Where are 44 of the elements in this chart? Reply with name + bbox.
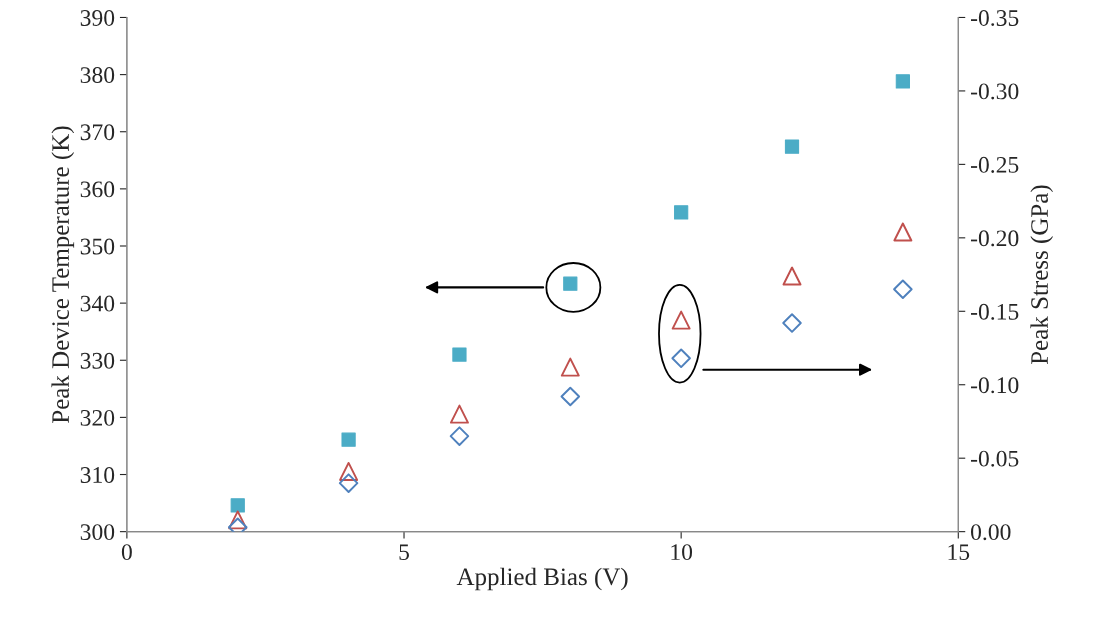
x-tick-label: 0: [121, 544, 132, 561]
point: [560, 386, 581, 407]
point: [784, 139, 800, 154]
x-axis-title: Applied Bias (V): [456, 567, 628, 591]
y2-tick-label: -0.10: [970, 377, 1019, 394]
x-tick-label: 10: [671, 544, 693, 561]
y2-tick-label: -0.30: [970, 83, 1019, 100]
y-tick-label: 300: [80, 524, 115, 541]
point: [895, 74, 910, 89]
y-tick-label: 370: [80, 124, 115, 141]
point: [560, 357, 580, 377]
x-tick-label: 15: [948, 544, 970, 561]
point: [228, 510, 248, 530]
y-tick-label: 350: [80, 238, 115, 255]
y2-tick-label: 0.00: [971, 524, 1011, 541]
point: [674, 205, 689, 220]
point: [449, 426, 470, 446]
y-tick-label: 340: [80, 295, 115, 312]
y-tick-label: 380: [80, 67, 115, 84]
y2-tick-label: -0.05: [970, 450, 1019, 467]
y-tick-label: 330: [80, 352, 115, 369]
x-tick-label: 5: [399, 544, 409, 561]
y-axis-title: Peak Device Temperature (K): [51, 126, 75, 424]
y-tick-label: 360: [80, 181, 115, 198]
y2-tick-label: -0.35: [970, 9, 1019, 26]
y-tick-label: 310: [80, 467, 115, 483]
y-tick-label: 320: [80, 409, 115, 426]
point: [893, 279, 913, 299]
y2-axis-title: Peak Stress (GPa): [1030, 185, 1054, 365]
y-tick-label: 390: [80, 9, 115, 26]
point: [893, 222, 913, 242]
point: [341, 432, 356, 447]
y2-tick-label: -0.20: [970, 230, 1019, 247]
point: [782, 266, 802, 286]
y2-tick-label: -0.15: [970, 303, 1019, 320]
point: [230, 498, 245, 513]
point: [782, 313, 802, 333]
point: [339, 461, 359, 481]
point: [671, 310, 691, 330]
point: [452, 347, 467, 362]
point: [671, 348, 691, 369]
y2-tick-label: -0.25: [970, 156, 1019, 173]
point: [449, 404, 469, 424]
point: [338, 473, 359, 493]
